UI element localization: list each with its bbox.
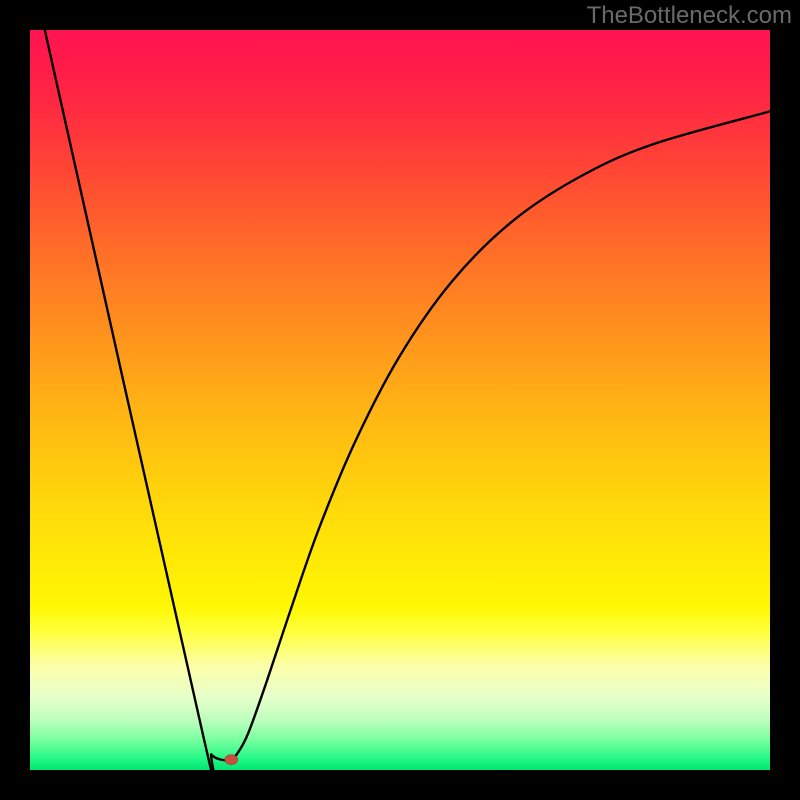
watermark-text: TheBottleneck.com (587, 2, 792, 30)
optimal-point-marker (225, 755, 238, 765)
chart-frame: TheBottleneck.com (0, 0, 800, 800)
bottleneck-chart (0, 0, 800, 800)
